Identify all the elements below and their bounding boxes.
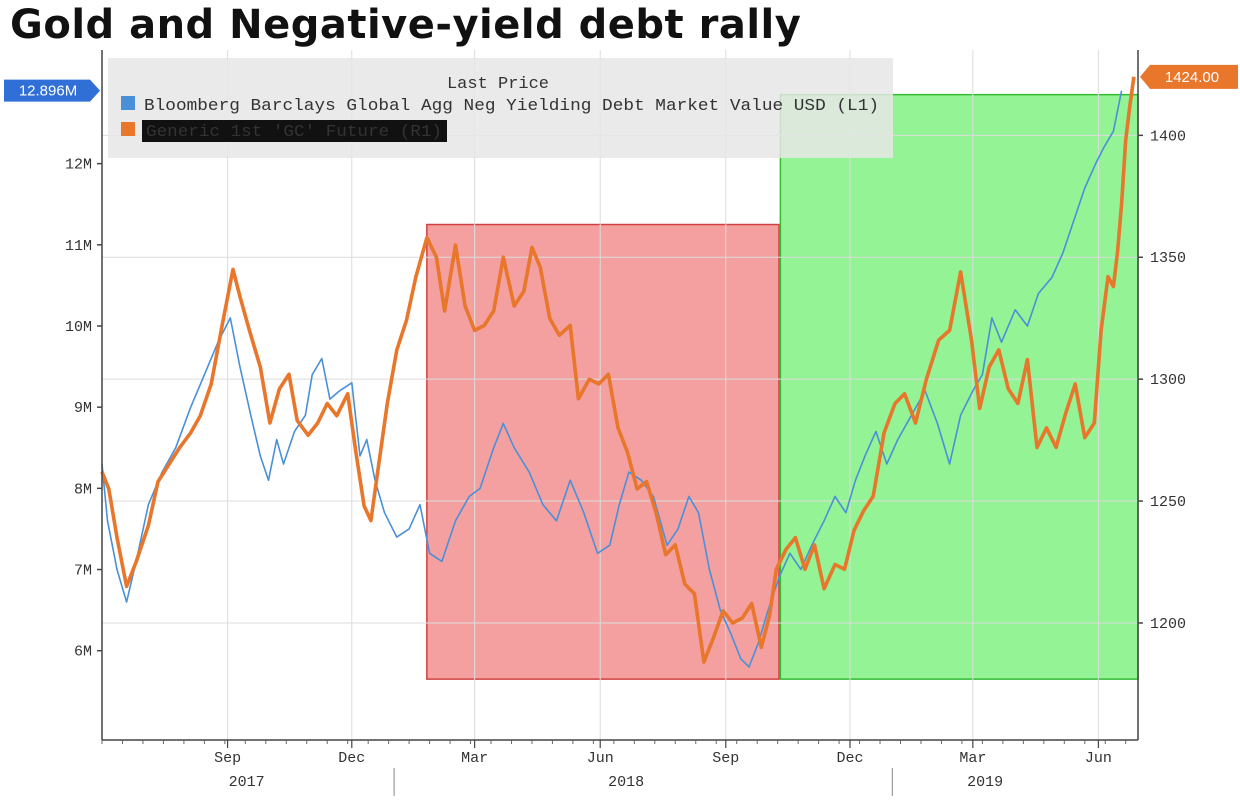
x-axis-month-label: Dec [836,750,863,767]
x-axis-month-label: Mar [959,750,986,767]
series-line-gold-future [100,76,1136,664]
legend-swatch-orange [121,122,135,136]
series-layer [100,76,1136,668]
right-axis-tick-label: 1200 [1150,616,1186,633]
last-value-badges: 12.896M 1424.00 [4,64,1238,102]
x-axis-month-label: Sep [214,750,241,767]
x-axis-month-label: Mar [461,750,488,767]
x-axis-month-label: Jun [1085,750,1112,767]
grid-layer [102,50,1138,740]
legend-entry-neg-yield-debt: Bloomberg Barclays Global Agg Neg Yieldi… [144,97,879,116]
left-axis-tick-label: 6M [74,644,92,661]
right-last-value-badge [1140,64,1238,89]
series-line-neg-yield-debt [101,90,1123,668]
left-axis-tick-label: 7M [74,563,92,580]
legend-entry-gold-future: Generic 1st 'GC' Future (R1) [146,123,442,142]
highlight-box-green [779,93,1139,680]
left-axis-tick-label: 10M [65,319,92,336]
x-axis-year-label: 2017 [229,774,265,791]
right-axis-tick-label: 1300 [1150,372,1186,389]
right-axis-tick-label: 1350 [1150,250,1186,267]
left-last-value-badge [4,79,100,102]
x-axis-month-label: Dec [338,750,365,767]
right-axis-tick-label: 1250 [1150,494,1186,511]
left-axis-tick-label: 12M [65,157,92,174]
legend: Last Price Bloomberg Barclays Global Agg… [108,58,893,158]
highlight-layer [426,93,1139,680]
x-axis-month-label: Jun [587,750,614,767]
right-axis-tick-label: 1400 [1150,128,1186,145]
left-axis-tick-label: 11M [65,238,92,255]
legend-entry-highlight [142,120,447,142]
chart-title: Gold and Negative-yield debt rally [10,2,802,48]
legend-header: Last Price [447,75,549,94]
legend-swatch-blue [121,96,135,110]
highlight-box-red [426,223,780,680]
left-last-value-label: 12.896M [19,83,77,100]
x-axis-year-label: 2019 [967,774,1003,791]
axis-layer: 6M 7M 8M 9M 10M 11M 12M 1200 1250 1300 1350 1400 Sep… [65,50,1186,796]
x-axis-month-label: Sep [712,750,739,767]
right-last-value-label: 1424.00 [1165,69,1219,86]
left-axis-tick-label: 8M [74,481,92,498]
left-axis-tick-label: 9M [74,400,92,417]
x-axis-year-label: 2018 [608,774,644,791]
